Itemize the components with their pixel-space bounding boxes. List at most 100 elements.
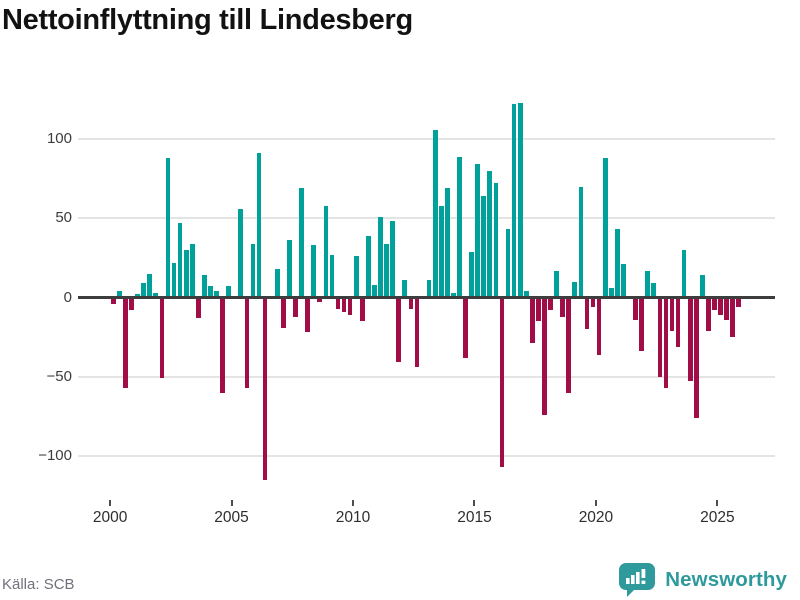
bar-2021-q1 <box>621 264 626 298</box>
bar-2009-q2 <box>335 297 341 309</box>
x-tick-label-2025: 2025 <box>700 509 735 526</box>
bar-2004-q1 <box>208 286 213 298</box>
bar-2012-q2 <box>408 297 414 309</box>
bar-2012-q1 <box>402 280 408 298</box>
bar-2020-q4 <box>615 229 620 298</box>
bar-2002-q3 <box>171 262 177 298</box>
bar-2025-q2 <box>724 297 729 320</box>
bar-2014-q4 <box>469 251 474 298</box>
bar-2019-q3 <box>584 297 590 330</box>
bar-2013-q3 <box>438 205 444 298</box>
bar-2008-q1 <box>305 297 310 333</box>
bar-2024-q3 <box>706 297 711 331</box>
x-tick-2010 <box>352 500 355 506</box>
bar-2000-q1 <box>110 297 116 304</box>
x-tick-label-2015: 2015 <box>457 509 492 526</box>
bar-2003-q3 <box>195 297 201 319</box>
bar-2020-q3 <box>608 287 614 298</box>
bar-2011-q2 <box>384 243 389 298</box>
bar-2024-q1 <box>693 297 699 418</box>
bar-2010-q2 <box>359 297 365 322</box>
bar-2017-q4 <box>542 297 547 415</box>
bar-2005-q3 <box>244 297 250 388</box>
bar-2018-q4 <box>566 297 572 393</box>
bar-2010-q3 <box>366 235 371 298</box>
newsworthy-bubble-chart-icon <box>619 563 656 597</box>
bar-2013-q2 <box>432 129 438 298</box>
bar-2004-q2 <box>214 291 219 298</box>
bar-2002-q1 <box>159 297 165 379</box>
bar-2002-q2 <box>165 158 171 298</box>
bar-2023-q1 <box>669 297 675 331</box>
bar-2017-q3 <box>536 297 541 322</box>
bar-2022-q4 <box>663 297 669 388</box>
bar-2022-q3 <box>657 297 663 377</box>
bar-2006-q4 <box>274 268 280 298</box>
bar-2014-q3 <box>463 297 468 358</box>
bar-2003-q4 <box>202 275 207 298</box>
bar-2014-q1 <box>451 292 456 298</box>
bar-2019-q1 <box>572 281 578 298</box>
bar-2000-q2 <box>117 291 122 298</box>
gridline--50 <box>78 375 775 378</box>
bar-2005-q4 <box>250 243 256 298</box>
bar-2015-q1 <box>475 164 481 298</box>
bar-2007-q3 <box>293 297 298 317</box>
x-axis-zero-line <box>78 296 775 299</box>
bar-2016-q2 <box>505 229 511 298</box>
bar-2023-q2 <box>675 297 681 347</box>
bar-2019-q2 <box>578 186 584 298</box>
bar-2018-q3 <box>560 297 566 317</box>
bar-2015-q2 <box>481 196 487 298</box>
bar-2008-q3 <box>317 297 323 303</box>
bar-2024-q2 <box>700 275 705 298</box>
bar-2023-q3 <box>681 249 687 298</box>
gridline-50 <box>78 217 775 220</box>
bar-2021-q4 <box>639 297 644 352</box>
bar-2020-q1 <box>596 297 602 355</box>
bar-2019-q4 <box>590 297 596 307</box>
x-tick-2005 <box>230 500 233 506</box>
bar-2004-q3 <box>220 297 225 393</box>
bar-2004-q4 <box>226 286 232 298</box>
bar-2025-q1 <box>718 297 723 315</box>
bar-2012-q3 <box>414 297 420 368</box>
bar-2013-q1 <box>426 280 432 298</box>
x-tick-2015 <box>473 500 476 506</box>
y-tick-label-50: 50 <box>55 209 72 227</box>
bar-2016-q4 <box>517 102 523 298</box>
x-tick-label-2000: 2000 <box>92 509 128 526</box>
bar-2016-q1 <box>499 297 505 467</box>
y-tick-label--50: −50 <box>46 367 72 385</box>
bar-2016-q3 <box>511 104 517 298</box>
bar-2022-q1 <box>645 270 651 298</box>
bar-2018-q2 <box>554 270 559 298</box>
x-tick-label-2005: 2005 <box>214 509 249 526</box>
bar-2021-q3 <box>633 297 638 320</box>
bar-2007-q4 <box>299 188 304 298</box>
bar-2022-q2 <box>651 283 657 298</box>
bar-2024-q4 <box>712 297 717 311</box>
bar-2013-q4 <box>444 188 450 298</box>
gridline--100 <box>78 454 775 457</box>
bar-2005-q2 <box>238 208 244 298</box>
brand-name: Newsworthy <box>665 568 787 591</box>
bar-2001-q4 <box>153 292 159 298</box>
bar-2009-q3 <box>341 297 347 312</box>
brand-logo: Newsworthy <box>618 562 787 598</box>
bar-2003-q1 <box>183 249 189 298</box>
bar-2011-q3 <box>390 221 395 298</box>
gridline-100 <box>78 138 775 141</box>
bar-2009-q1 <box>329 254 335 298</box>
bar-2006-q2 <box>262 297 268 480</box>
bar-2001-q1 <box>135 294 140 298</box>
bar-2023-q4 <box>687 297 693 382</box>
bar-2009-q4 <box>347 297 353 315</box>
x-tick-2000 <box>109 500 112 506</box>
bar-2001-q3 <box>147 273 153 298</box>
bar-2015-q4 <box>493 183 499 298</box>
source-attribution: Källa: SCB <box>2 576 75 593</box>
y-tick-label-0: 0 <box>63 288 72 306</box>
chart-title: Nettoinflyttning till Lindesberg <box>2 4 413 36</box>
